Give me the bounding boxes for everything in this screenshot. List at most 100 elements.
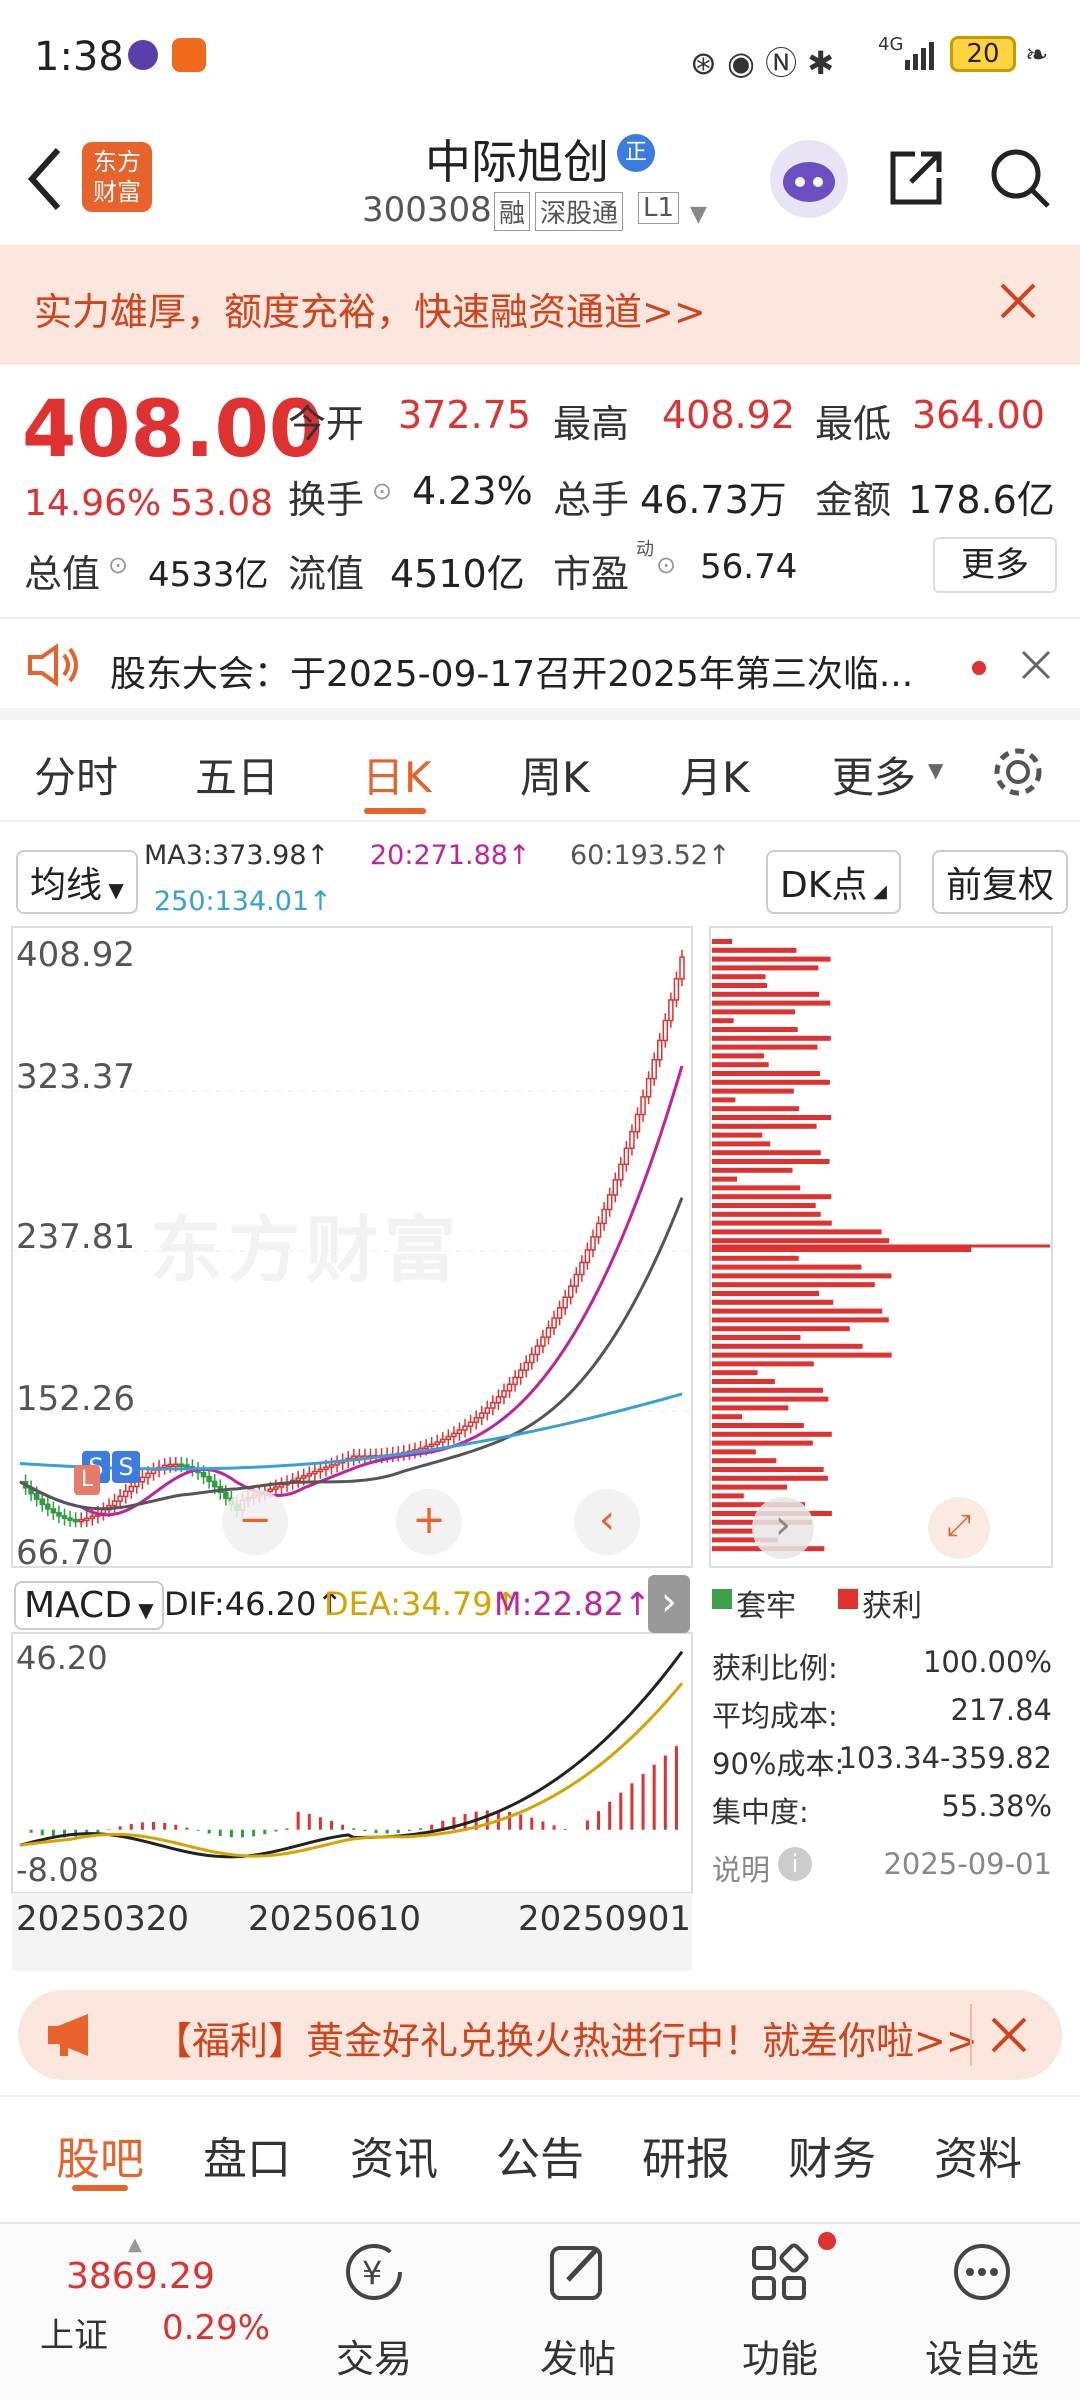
info-icon[interactable]: i	[778, 1847, 812, 1881]
financing-banner[interactable]: 实力雄厚，额度充裕，快速融资通道>>	[0, 245, 1080, 365]
tab-profile[interactable]: 资料	[934, 2134, 1022, 2185]
chip-bar	[712, 1185, 801, 1191]
macd-dea: DEA:34.79↑	[324, 1585, 520, 1623]
price-tick: 152.26	[16, 1379, 135, 1419]
tab-finance[interactable]: 财务	[788, 2134, 876, 2185]
chip-bar	[712, 1282, 875, 1288]
date-label: 20250610	[248, 1899, 422, 1939]
stock-name[interactable]: 中际旭创	[425, 135, 609, 189]
dock-trade[interactable]: 交易	[335, 2337, 412, 2381]
high-label: 最高	[553, 402, 630, 446]
zoom-out-button[interactable]: −	[222, 1489, 288, 1555]
tab-pankou[interactable]: 盘口	[203, 2134, 291, 2185]
adjust-mode-button[interactable]: 前复权	[932, 850, 1069, 914]
info-icon[interactable]: ⊙	[656, 551, 677, 579]
chip-bar	[712, 1379, 775, 1384]
chip-bar	[712, 983, 768, 988]
ma-selector[interactable]: 均线 ▼	[16, 850, 138, 914]
scroll-left-button[interactable]: ‹	[574, 1489, 640, 1555]
tab-daily-k[interactable]: 日K	[362, 753, 432, 802]
candle-body	[145, 1472, 151, 1479]
chip-bar	[712, 991, 820, 997]
unread-dot	[818, 2232, 836, 2250]
candle-body	[573, 1273, 580, 1287]
tab-announcements[interactable]: 公告	[496, 2134, 584, 2185]
dock-add-watchlist[interactable]: 设自选	[924, 2337, 1039, 2381]
chip-bar	[712, 1537, 778, 1543]
trade-icon[interactable]: ¥	[342, 2240, 406, 2304]
close-icon[interactable]	[990, 2016, 1028, 2054]
tab-research[interactable]: 研报	[642, 2134, 730, 2185]
assistant-robot-icon[interactable]	[770, 140, 848, 218]
pe-value: 56.74	[700, 547, 798, 587]
candle-body	[78, 1518, 84, 1523]
share-icon[interactable]	[885, 146, 947, 208]
functions-icon[interactable]	[748, 2240, 812, 2304]
candle-body	[440, 1438, 446, 1443]
add-watchlist-icon[interactable]	[950, 2240, 1014, 2304]
candle-body	[100, 1508, 107, 1515]
expand-panel-button[interactable]: ›	[648, 1575, 690, 1633]
chip-bar	[712, 1176, 738, 1182]
candle-body	[206, 1475, 212, 1483]
chevron-down-icon[interactable]: ▼	[928, 758, 944, 782]
chip-bar	[712, 1431, 832, 1437]
candle-body	[501, 1390, 507, 1398]
zoom-in-button[interactable]: +	[396, 1489, 462, 1555]
back-icon[interactable]	[22, 144, 72, 214]
shareholder-notice[interactable]: 股东大会：于2025-09-17召开2025年第三次临...	[0, 617, 1080, 720]
chip-panel-frame	[709, 926, 1053, 1568]
candle-body	[556, 1307, 563, 1319]
tab-monthly-k[interactable]: 月K	[680, 753, 750, 802]
dock-post[interactable]: 发帖	[539, 2337, 616, 2381]
candle-body	[634, 1113, 641, 1133]
candle-body	[529, 1353, 535, 1364]
long-signal-marker[interactable]: L	[74, 1465, 100, 1495]
close-icon[interactable]	[1020, 649, 1052, 681]
candle-body	[456, 1429, 463, 1435]
dk-points-button[interactable]: DK点 ◢	[766, 850, 901, 914]
gear-icon[interactable]	[990, 744, 1046, 800]
candle-body	[673, 978, 680, 1001]
pe-superscript: 动	[636, 539, 654, 560]
info-icon[interactable]: ⊙	[372, 477, 393, 505]
explain-link[interactable]: 说明	[712, 1853, 771, 1887]
indicator-selector[interactable]: MACD ▼	[14, 1581, 164, 1630]
chip-bar	[712, 1071, 820, 1076]
more-button[interactable]: 更多	[933, 537, 1057, 593]
chevron-up-icon[interactable]: ▲	[128, 2234, 142, 2255]
chip-next-button[interactable]: ›	[752, 1497, 814, 1559]
info-icon[interactable]: ⊙	[108, 551, 129, 579]
chip-bar	[712, 1167, 793, 1173]
chip-bar	[712, 947, 797, 953]
tab-5day[interactable]: 五日	[195, 753, 280, 802]
quote-panel: 408.00 14.96% 53.08 今开 372.75 最高 408.92 …	[0, 365, 1080, 615]
kline-chart[interactable]	[0, 921, 1080, 1971]
verified-badge: 正	[617, 134, 655, 172]
low-label: 最低	[815, 402, 892, 446]
tab-news[interactable]: 资讯	[350, 2134, 438, 2185]
expand-icon[interactable]: ⤢	[928, 1497, 990, 1559]
post-icon[interactable]	[546, 2240, 610, 2304]
candle-body	[445, 1435, 452, 1441]
chevron-down-icon[interactable]: ▼	[690, 202, 707, 227]
dock-functions[interactable]: 功能	[741, 2337, 818, 2381]
tab-guba[interactable]: 股吧	[56, 2134, 144, 2185]
tab-weekly-k[interactable]: 周K	[520, 753, 590, 802]
candle-body	[117, 1495, 123, 1502]
app-logo[interactable]: 东方 财富	[82, 142, 152, 212]
macd-dif: DIF:46.20↑	[164, 1585, 344, 1623]
banner-text: 实力雄厚，额度充裕，快速融资通道>>	[34, 290, 706, 334]
candle-body	[45, 1503, 51, 1510]
tab-more[interactable]: 更多	[832, 753, 917, 802]
close-icon[interactable]	[998, 281, 1038, 321]
tab-intraday[interactable]: 分时	[34, 753, 119, 802]
sell-signal-marker[interactable]: S	[112, 1451, 140, 1483]
index-value[interactable]: 3869.29	[66, 2256, 215, 2297]
search-icon[interactable]	[988, 146, 1052, 210]
stock-header: 东方 财富 中际旭创 正 300308 融 深股通 L1 ▼	[0, 110, 1080, 245]
promo-banner[interactable]: 【福利】黄金好礼兑换火热进行中！就差你啦>>	[18, 1990, 1062, 2080]
candle-body	[84, 1517, 90, 1522]
tag-margin: 融	[494, 192, 531, 231]
candle-body	[61, 1515, 68, 1519]
